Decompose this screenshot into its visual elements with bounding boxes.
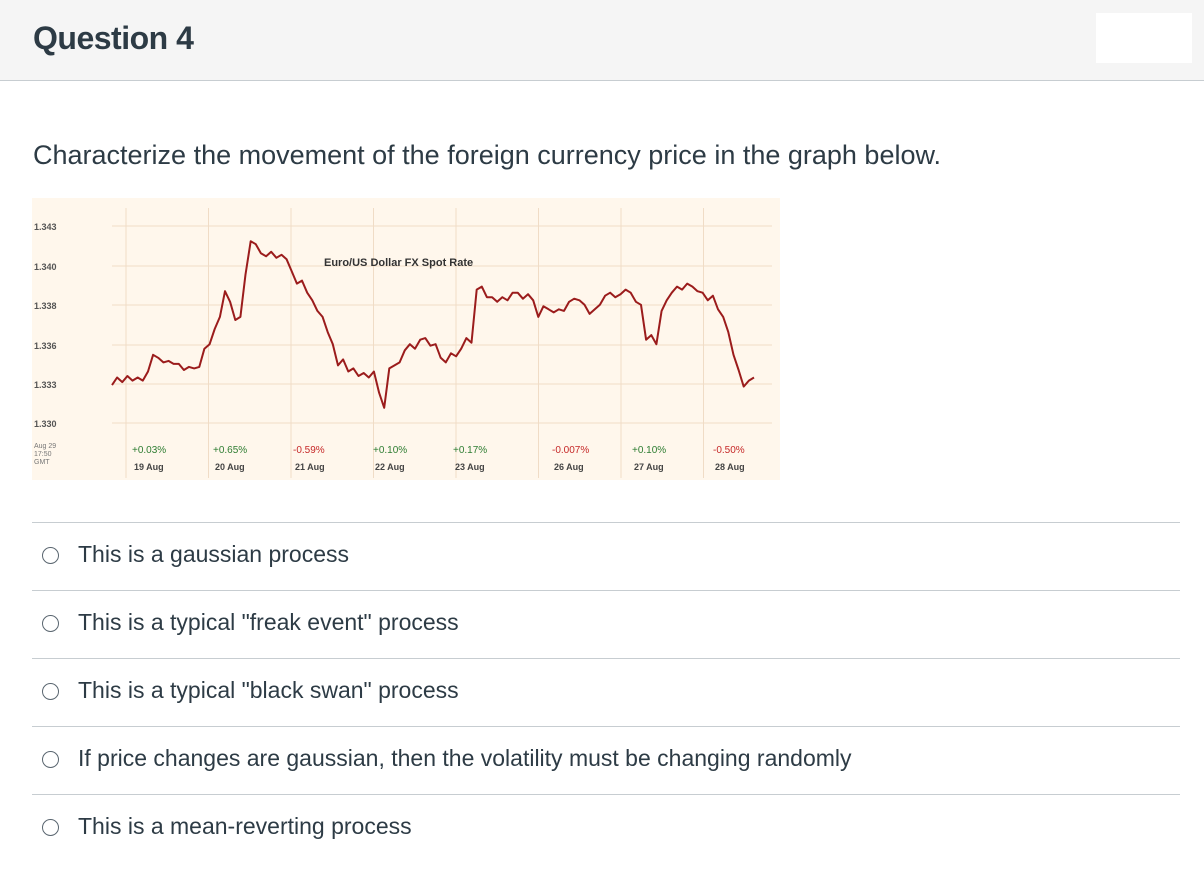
radio-button[interactable]	[42, 547, 59, 564]
y-tick-label: 1.338	[34, 301, 57, 311]
day-date-label: 28 Aug	[715, 462, 745, 472]
question-header: Question 4	[0, 0, 1204, 81]
answer-option[interactable]: This is a typical "freak event" process	[32, 590, 1180, 658]
radio-button[interactable]	[42, 683, 59, 700]
y-tick-label: 1.330	[34, 419, 57, 429]
y-tick-label: 1.343	[34, 222, 57, 232]
question-title: Question 4	[33, 20, 194, 56]
day-date-label: 20 Aug	[215, 462, 245, 472]
day-change-label: +0.65%	[213, 445, 247, 456]
y-tick-labels: 1.343 1.340 1.338 1.336 1.333 1.330	[34, 222, 57, 429]
answer-option[interactable]: This is a gaussian process	[32, 522, 1180, 590]
day-change-label: +0.10%	[373, 445, 407, 456]
day-change-label: -0.50%	[713, 445, 745, 456]
chart-grid	[112, 208, 772, 478]
answer-label[interactable]: This is a mean-reverting process	[78, 813, 412, 839]
question-prompt: Characterize the movement of the foreign…	[33, 140, 941, 170]
day-change-label: -0.007%	[552, 445, 589, 456]
y-tick-label: 1.333	[34, 380, 57, 390]
answer-label[interactable]: If price changes are gaussian, then the …	[78, 745, 852, 771]
fx-chart: 1.343 1.340 1.338 1.336 1.333 1.330 Euro/US D…	[32, 198, 780, 480]
day-change-labels: +0.03% 19 Aug +0.65% 20 Aug -0.59% 21 Aug +0.1…	[132, 445, 745, 472]
day-change-label: +0.17%	[453, 445, 487, 456]
fx-chart-svg: 1.343 1.340 1.338 1.336 1.333 1.330 Euro/US D…	[34, 208, 772, 478]
price-series-line	[111, 240, 755, 409]
day-date-label: 21 Aug	[295, 462, 325, 472]
radio-button[interactable]	[42, 819, 59, 836]
answer-option[interactable]: This is a typical "black swan" process	[32, 658, 1180, 726]
y-tick-label: 1.340	[34, 262, 57, 272]
points-box	[1096, 13, 1192, 63]
day-change-label: -0.59%	[293, 445, 325, 456]
day-date-label: 23 Aug	[455, 462, 485, 472]
day-change-label: +0.03%	[132, 445, 166, 456]
day-date-label: 27 Aug	[634, 462, 664, 472]
chart-title: Euro/US Dollar FX Spot Rate	[324, 257, 473, 269]
answer-list: This is a gaussian process This is a typ…	[32, 522, 1180, 862]
day-date-label: 22 Aug	[375, 462, 405, 472]
corner-label-text: Aug 29	[34, 443, 56, 450]
day-date-label: 19 Aug	[134, 462, 164, 472]
answer-label[interactable]: This is a typical "freak event" process	[78, 609, 459, 635]
day-change-label: +0.10%	[632, 445, 666, 456]
day-date-label: 26 Aug	[554, 462, 584, 472]
answer-option[interactable]: If price changes are gaussian, then the …	[32, 726, 1180, 794]
answer-option[interactable]: This is a mean-reverting process	[32, 794, 1180, 862]
corner-label-text: 17:50	[34, 451, 52, 458]
radio-button[interactable]	[42, 751, 59, 768]
y-tick-label: 1.336	[34, 341, 57, 351]
radio-button[interactable]	[42, 615, 59, 632]
corner-label-text: GMT	[34, 459, 50, 466]
answer-label[interactable]: This is a typical "black swan" process	[78, 677, 459, 703]
answer-label[interactable]: This is a gaussian process	[78, 541, 350, 567]
